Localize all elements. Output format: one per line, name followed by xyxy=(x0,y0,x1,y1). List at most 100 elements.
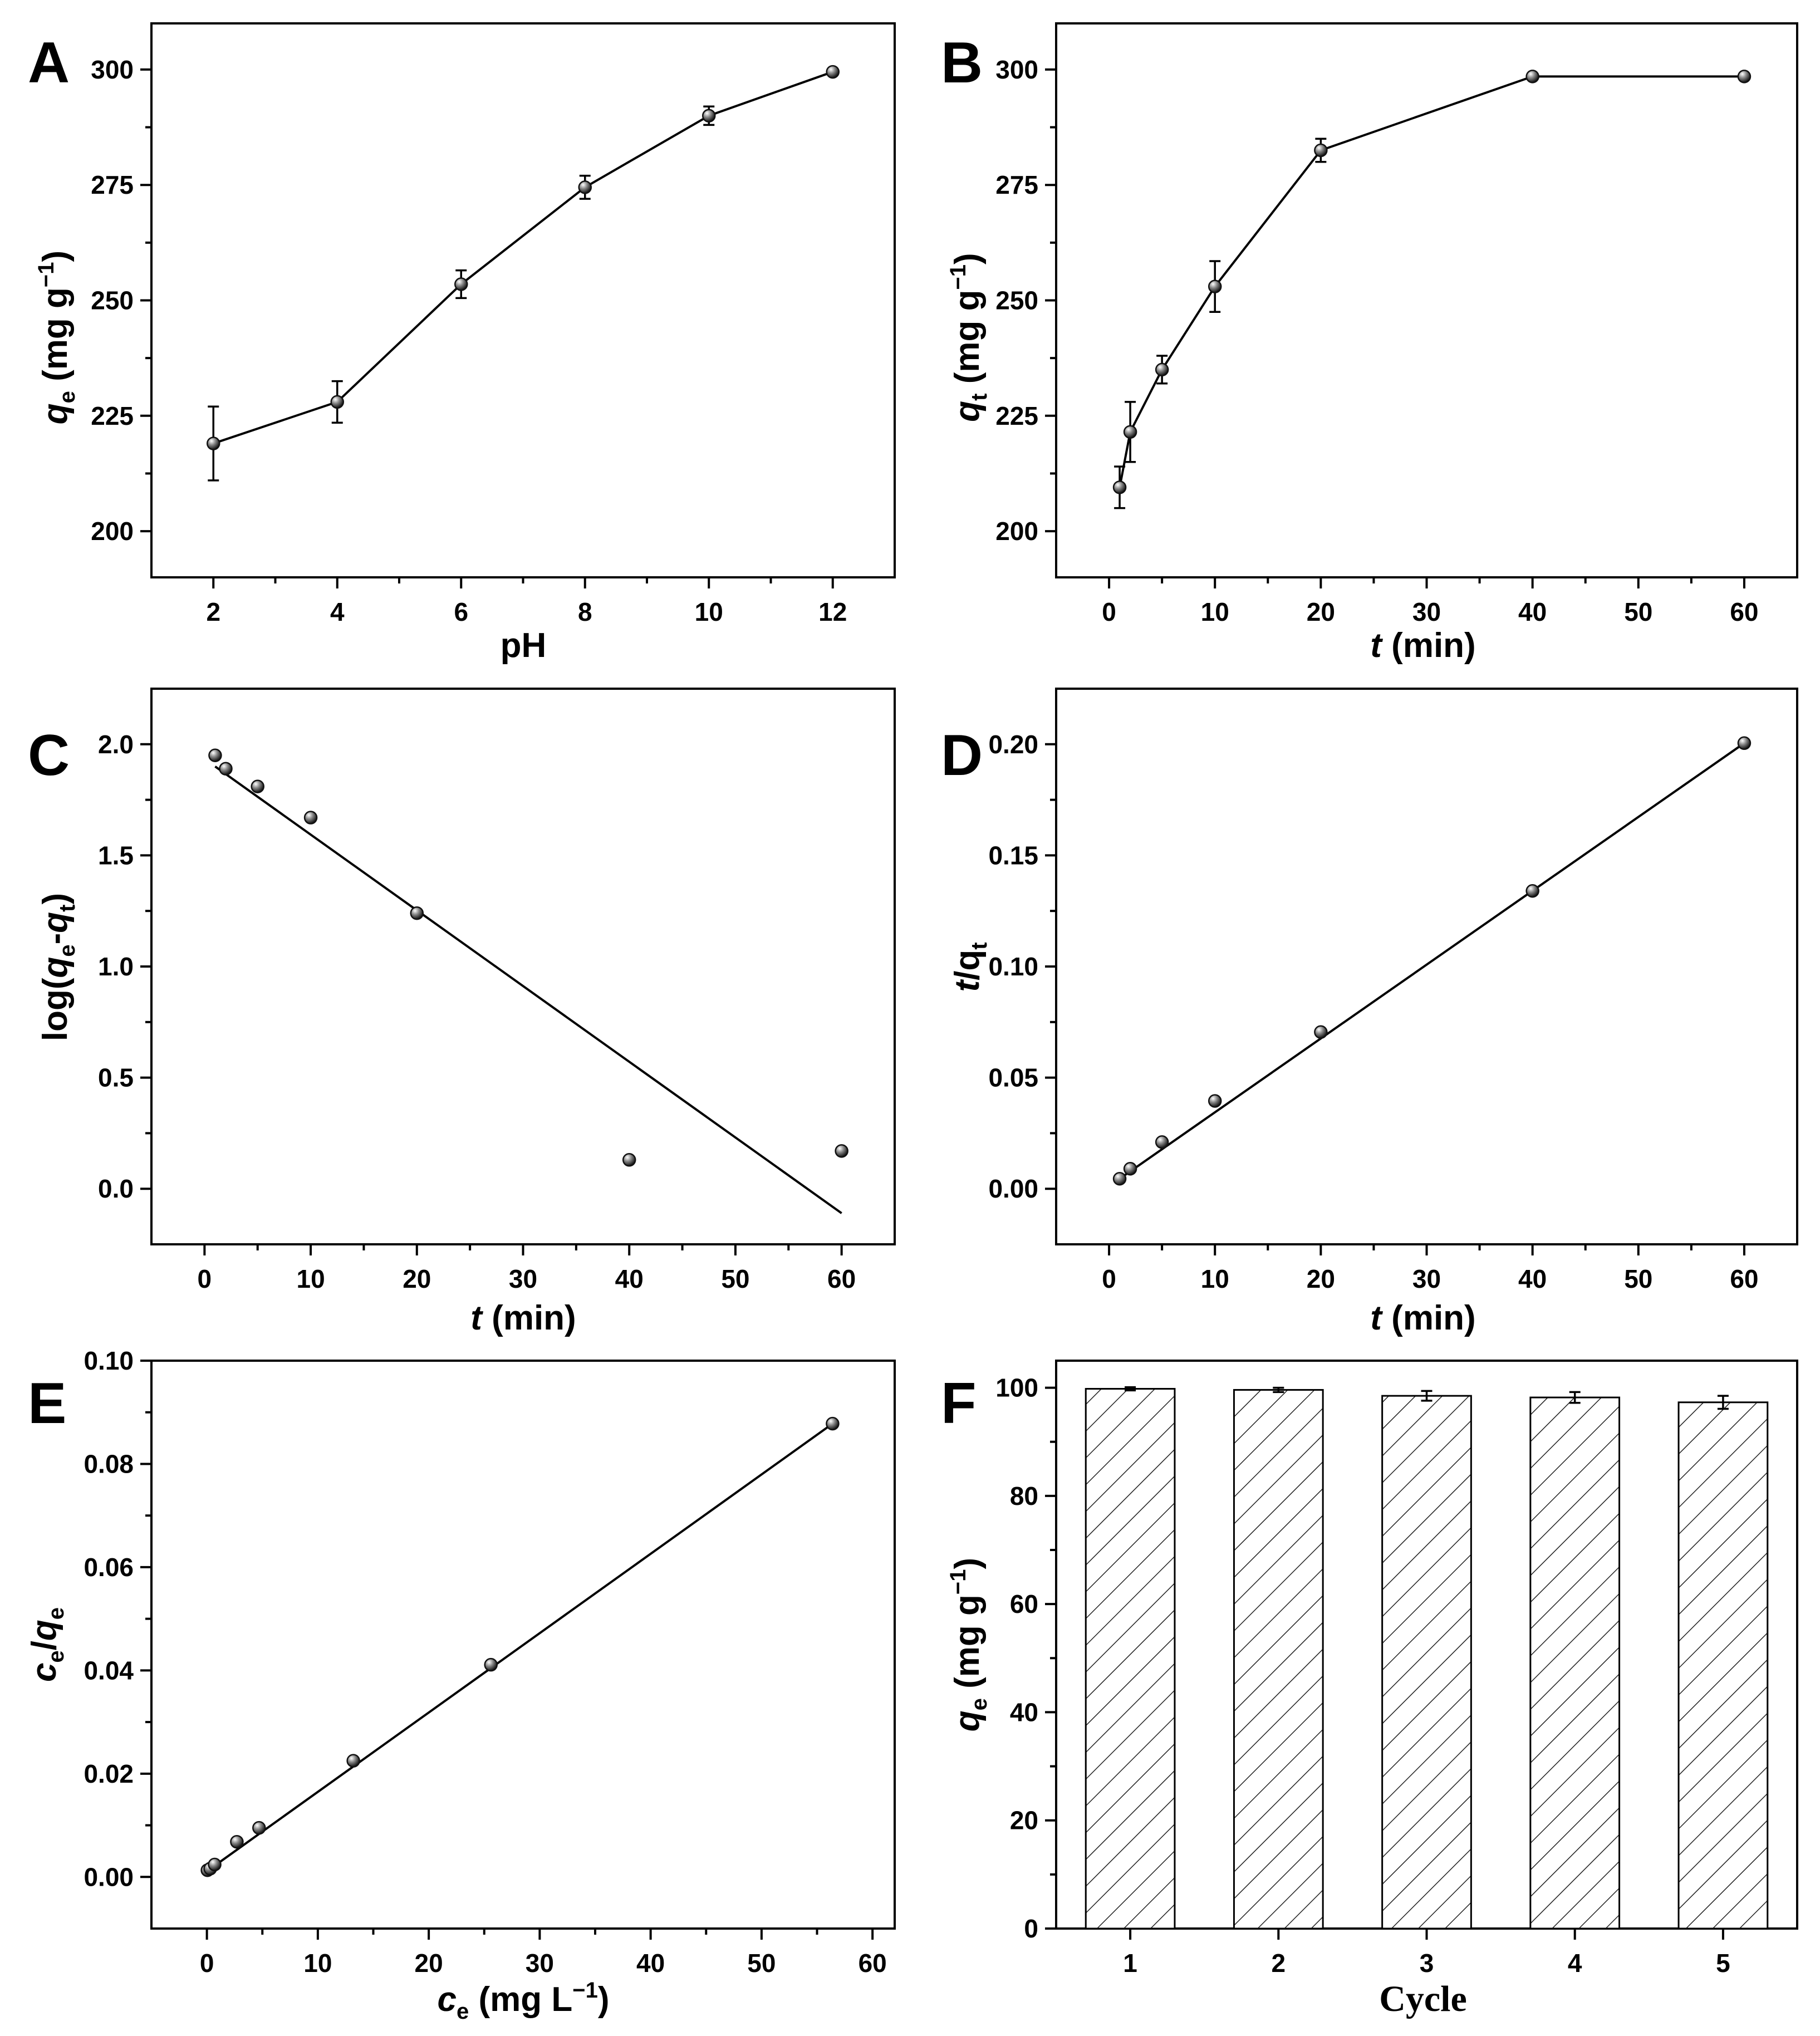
panel-d-y-tick-label: 0.15 xyxy=(988,841,1038,870)
panel-e: E 0 10 20 30 40 50 600.000.020.040.060.080.10 … xyxy=(25,1346,896,2024)
panel-f-x-tick-label: 4 xyxy=(1568,1949,1582,1978)
panel-a-y-title-unit: (mg g xyxy=(36,287,75,391)
panel-c: C 0 10 20 30 40 50 60 0.0 0.5 1.0 1.5 2.0 t (min) l… xyxy=(28,688,896,1337)
panel-e-x-tick-label: 50 xyxy=(747,1949,776,1978)
panel-b-y-tick-label: 250 xyxy=(995,286,1038,315)
panel-b-plot-frame xyxy=(1055,22,1798,578)
panel-c-y-title-log: log( xyxy=(36,978,75,1041)
panel-b-x-title-t: t xyxy=(1370,626,1383,665)
panel-f-y-tick-label: 80 xyxy=(1010,1481,1038,1510)
panel-a-marks xyxy=(207,65,840,482)
panel-c-data-point xyxy=(251,779,264,793)
panel-a-data-point xyxy=(454,277,468,291)
panel-letter-b: B xyxy=(941,31,983,95)
panel-b: B 0 10 20 30 40 50 60 200 225 250 275 300 t (min) q… xyxy=(941,22,1798,665)
panel-f-y-tick-label: 40 xyxy=(1010,1698,1038,1726)
panel-c-y-axis-title: log(qe-qt) xyxy=(36,893,80,1041)
panel-a-x-tick-label: 10 xyxy=(695,597,723,626)
panel-a-y-tick-label: 250 xyxy=(91,286,134,315)
panel-a-data-point xyxy=(330,395,344,409)
panel-c-y-title-dash: - xyxy=(36,933,75,945)
panel-c-y-title-s2: t xyxy=(55,905,80,912)
panel-b-axes: 0 10 20 30 40 50 60 200 225 250 275 300 xyxy=(995,22,1798,626)
panel-a-data-point xyxy=(207,436,220,450)
panel-f-y-title-sup: −1 xyxy=(946,1569,970,1595)
panel-d-x-tick-label: 60 xyxy=(1730,1264,1758,1293)
panel-b-data-point xyxy=(1112,480,1127,494)
panel-b-y-tick-label: 225 xyxy=(995,401,1038,430)
panel-b-y-title-q: q xyxy=(948,401,987,422)
panel-c-data-point xyxy=(622,1153,636,1167)
panel-f-y-title-q: q xyxy=(948,1710,987,1731)
panel-e-x-title-sup: −1 xyxy=(572,1978,598,2003)
panel-b-y-title-sub: t xyxy=(967,394,992,401)
panel-a-y-tick-label: 225 xyxy=(91,401,134,430)
panel-a-x-tick-label: 12 xyxy=(818,597,847,626)
panel-d-data-point xyxy=(1155,1135,1169,1149)
panel-b-data-point xyxy=(1525,70,1539,84)
panel-d-marks xyxy=(1112,736,1752,1186)
panel-e-x-title-close: ) xyxy=(598,1980,610,2019)
panel-a-data-point xyxy=(826,65,840,79)
panel-c-data-point xyxy=(410,906,424,920)
panel-c-x-title-unit: (min) xyxy=(482,1299,576,1337)
panel-f-y-axis-title: qe (mg g−1) xyxy=(946,1558,992,1731)
panel-b-y-title-unit: (mg g xyxy=(948,290,987,394)
panel-c-marks xyxy=(208,748,848,1214)
panel-e-marks xyxy=(200,1416,840,1877)
panel-e-plot-frame xyxy=(150,1360,896,1930)
panel-f-y-tick-label: 60 xyxy=(1010,1589,1038,1618)
panel-d-axes: 0 10 20 30 40 50 60 0.00 0.05 0.10 0.15 0.20 xyxy=(988,688,1798,1293)
panel-c-x-tick-label: 50 xyxy=(721,1264,749,1293)
panel-d-data-point xyxy=(1208,1094,1222,1108)
panel-b-x-title-unit: (min) xyxy=(1382,626,1476,665)
panel-e-data-point xyxy=(346,1754,360,1768)
panel-f-x-tick-label: 2 xyxy=(1272,1949,1286,1978)
panel-letter-a: A xyxy=(28,31,70,95)
panel-e-x-tick-label: 60 xyxy=(859,1949,887,1978)
panel-a-y-title-sub: e xyxy=(55,391,80,403)
panel-a-axes: 2 4 6 8 10 12 200 225 250 275 300 xyxy=(91,22,896,626)
panel-b-data-point xyxy=(1208,279,1222,293)
panel-e-y-tick-label: 0.10 xyxy=(84,1346,134,1375)
panel-d-y-tick-label: 0.05 xyxy=(988,1063,1038,1092)
panel-e-x-tick-label: 40 xyxy=(636,1949,665,1978)
panel-b-x-tick-label: 30 xyxy=(1412,597,1441,626)
panel-f-y-tick-label: 20 xyxy=(1010,1806,1038,1835)
panel-b-y-axis-title: qt (mg g−1) xyxy=(946,253,992,421)
panel-e-x-tick-label: 20 xyxy=(415,1949,443,1978)
panel-e-y-tick-label: 0.04 xyxy=(84,1656,134,1685)
panel-d-data-point xyxy=(1112,1171,1127,1186)
panel-d-data-point xyxy=(1123,1162,1137,1176)
panel-c-y-tick-label: 1.5 xyxy=(98,841,134,870)
panel-c-plot-frame xyxy=(150,688,896,1245)
panel-d-x-tick-label: 50 xyxy=(1624,1264,1652,1293)
panel-d-x-tick-label: 10 xyxy=(1201,1264,1229,1293)
panel-d-x-title-unit: (min) xyxy=(1382,1299,1476,1337)
panel-a: A 2 4 6 8 10 12 200 225 250 275 300 pH qe (mg g−1) xyxy=(28,22,896,665)
panel-e-y-title-s1: e xyxy=(44,1650,68,1662)
panel-b-data-point xyxy=(1737,70,1752,84)
panel-f-bar xyxy=(1085,1388,1176,1930)
panel-e-axes: 0 10 20 30 40 50 60 0.00 0.02 0.04 0.06 0.08 0.10 xyxy=(84,1346,896,1978)
panel-c-y-title-s1: e xyxy=(55,944,80,956)
panel-f: F 1 2 3 4 5 0 20 40 60 80 100 Cycle qe (mg g−1) xyxy=(941,1360,1798,2019)
panel-c-axes: 0 10 20 30 40 50 60 0.0 0.5 1.0 1.5 2.0 xyxy=(98,688,896,1293)
panel-b-data-point xyxy=(1155,362,1169,377)
panel-d-x-tick-label: 30 xyxy=(1412,1264,1441,1293)
panel-e-y-axis-title: ce/qe xyxy=(25,1607,68,1682)
panel-e-data-point xyxy=(230,1834,244,1849)
panel-d-plot-frame xyxy=(1055,688,1798,1245)
panel-e-y-tick-label: 0.06 xyxy=(84,1553,134,1582)
panel-c-x-title-t: t xyxy=(470,1299,483,1337)
panel-b-y-tick-label: 200 xyxy=(995,517,1038,546)
panel-a-x-tick-label: 6 xyxy=(454,597,468,626)
panel-b-x-tick-label: 40 xyxy=(1518,597,1547,626)
panel-c-y-tick-label: 2.0 xyxy=(98,730,134,759)
panel-c-x-tick-label: 20 xyxy=(403,1264,431,1293)
panel-e-x-title-c: c xyxy=(438,1980,457,2019)
panel-b-y-tick-label: 300 xyxy=(995,55,1038,84)
panel-f-bar xyxy=(1677,1401,1769,1930)
panel-d-y-title-q: /q xyxy=(948,950,987,980)
panel-b-x-axis-title: t (min) xyxy=(1370,626,1475,665)
